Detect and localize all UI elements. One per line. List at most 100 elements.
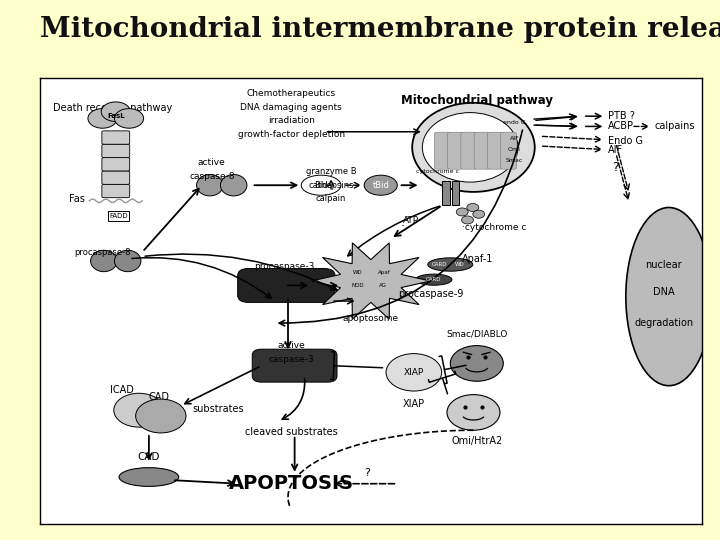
Circle shape xyxy=(102,102,130,122)
Text: endo G: endo G xyxy=(503,120,526,125)
Circle shape xyxy=(467,204,479,212)
FancyBboxPatch shape xyxy=(500,132,516,169)
Text: caspase-3: caspase-3 xyxy=(269,355,314,363)
Ellipse shape xyxy=(301,175,341,195)
Text: APOPTOSIS: APOPTOSIS xyxy=(229,474,354,493)
Text: CARD: CARD xyxy=(432,262,447,267)
Text: ?: ? xyxy=(613,161,619,174)
Text: Mitochondrial intermembrane protein release: Mitochondrial intermembrane protein rele… xyxy=(40,16,720,43)
Ellipse shape xyxy=(423,113,518,182)
Text: Smac/DIABLO: Smac/DIABLO xyxy=(446,330,508,339)
Text: growth-factor depletion: growth-factor depletion xyxy=(238,130,345,139)
FancyBboxPatch shape xyxy=(102,158,130,171)
Circle shape xyxy=(462,216,474,224)
Text: substrates: substrates xyxy=(193,404,244,414)
Text: Omi/HtrA2: Omi/HtrA2 xyxy=(451,436,503,446)
Ellipse shape xyxy=(428,258,473,271)
FancyBboxPatch shape xyxy=(102,171,130,184)
Text: nuclear: nuclear xyxy=(645,260,682,271)
Text: ·cytochrome c: ·cytochrome c xyxy=(462,223,526,232)
Text: active: active xyxy=(198,158,225,167)
Text: FasL: FasL xyxy=(107,113,125,119)
Ellipse shape xyxy=(413,103,535,192)
Ellipse shape xyxy=(114,250,141,272)
Circle shape xyxy=(386,354,441,391)
Circle shape xyxy=(135,399,186,433)
Text: WD: WD xyxy=(455,262,464,267)
Bar xyxy=(451,181,459,205)
Text: Endo G: Endo G xyxy=(608,136,643,146)
FancyBboxPatch shape xyxy=(461,132,477,169)
Text: DNA: DNA xyxy=(653,287,675,297)
FancyBboxPatch shape xyxy=(434,132,450,169)
Circle shape xyxy=(88,109,117,128)
Ellipse shape xyxy=(415,274,452,285)
Text: AIF: AIF xyxy=(510,136,520,141)
Text: ICAD: ICAD xyxy=(110,385,135,395)
Text: cleaved substrates: cleaved substrates xyxy=(245,427,338,437)
Circle shape xyxy=(473,210,485,218)
Ellipse shape xyxy=(220,174,247,196)
Text: Chemotherapeutics: Chemotherapeutics xyxy=(247,90,336,98)
Text: ACBP: ACBP xyxy=(608,122,634,131)
Text: CARD: CARD xyxy=(426,277,441,282)
Text: Mitochondrial pathway: Mitochondrial pathway xyxy=(400,94,553,107)
Bar xyxy=(442,181,449,205)
FancyBboxPatch shape xyxy=(102,131,130,144)
Ellipse shape xyxy=(91,250,117,272)
Text: AG: AG xyxy=(379,283,387,288)
Text: ?: ? xyxy=(364,468,370,478)
Circle shape xyxy=(447,395,500,430)
Text: Fas: Fas xyxy=(69,193,85,204)
Text: degradation: degradation xyxy=(634,318,693,328)
Text: cytochrome c: cytochrome c xyxy=(415,170,459,174)
Text: CAD: CAD xyxy=(138,452,160,462)
FancyBboxPatch shape xyxy=(102,184,130,198)
Text: Apaf-1: Apaf-1 xyxy=(462,254,494,264)
Text: PTB ?: PTB ? xyxy=(608,111,635,121)
Text: irradiation: irradiation xyxy=(268,116,315,125)
Text: cathepsins: cathepsins xyxy=(308,181,354,190)
Text: Apaf: Apaf xyxy=(378,271,390,275)
Text: WD: WD xyxy=(353,271,362,275)
FancyBboxPatch shape xyxy=(238,268,335,302)
Circle shape xyxy=(114,393,164,427)
Text: ·: · xyxy=(400,220,405,233)
Text: calpains: calpains xyxy=(654,122,695,131)
Text: granzyme B: granzyme B xyxy=(306,167,356,177)
FancyBboxPatch shape xyxy=(102,144,130,158)
Text: tBid: tBid xyxy=(372,181,390,190)
Text: procaspase-9: procaspase-9 xyxy=(397,288,463,299)
Text: CAD: CAD xyxy=(148,392,169,402)
Text: procaspase-3: procaspase-3 xyxy=(254,262,315,271)
FancyBboxPatch shape xyxy=(487,132,503,169)
Text: apoptosome: apoptosome xyxy=(343,314,399,323)
Text: AIF: AIF xyxy=(608,145,623,156)
Text: procaspase-8: procaspase-8 xyxy=(74,248,131,258)
Text: Death receptor pathway: Death receptor pathway xyxy=(53,103,172,113)
Text: caspase-8: caspase-8 xyxy=(189,172,235,181)
Ellipse shape xyxy=(626,207,712,386)
Ellipse shape xyxy=(197,174,223,196)
Text: Omi: Omi xyxy=(508,147,521,152)
Circle shape xyxy=(450,346,503,381)
FancyBboxPatch shape xyxy=(252,349,337,382)
Text: Bid: Bid xyxy=(315,181,328,190)
Text: active: active xyxy=(277,341,305,350)
Text: XIAP: XIAP xyxy=(404,368,424,377)
FancyBboxPatch shape xyxy=(474,132,490,169)
FancyBboxPatch shape xyxy=(448,132,464,169)
FancyBboxPatch shape xyxy=(108,211,129,221)
Ellipse shape xyxy=(364,175,397,195)
Text: ATP·: ATP· xyxy=(402,217,422,225)
Ellipse shape xyxy=(119,468,179,487)
Circle shape xyxy=(114,109,143,128)
Text: Smac: Smac xyxy=(505,158,523,163)
Text: NOD: NOD xyxy=(351,283,364,288)
Text: DNA damaging agents: DNA damaging agents xyxy=(240,103,342,112)
Text: calpain: calpain xyxy=(316,194,346,203)
Text: XIAP: XIAP xyxy=(402,399,425,409)
Circle shape xyxy=(456,208,468,216)
Polygon shape xyxy=(311,243,431,319)
Text: FADD: FADD xyxy=(109,213,127,219)
